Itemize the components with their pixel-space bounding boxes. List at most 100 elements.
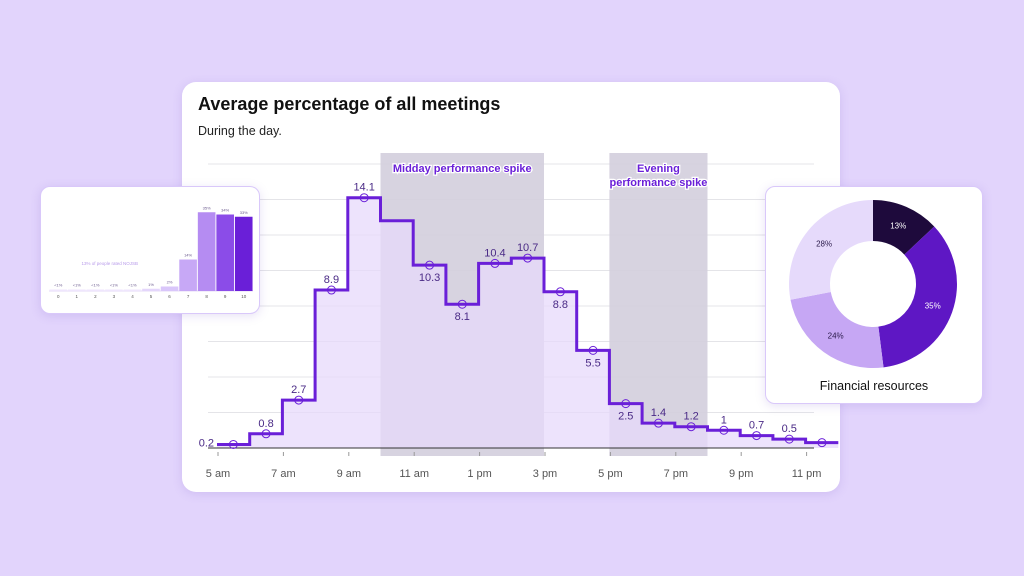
bar-chart-card: <1% 0 <1% 1 <1% 2 <1% 3 <1% 4 1% 5 2% 6 14% 7 35% 8 34% 9 33…: [40, 186, 260, 314]
x-tick-label: 7 am: [271, 468, 295, 480]
data-point: [784, 434, 794, 444]
data-label: 2.7: [291, 384, 306, 396]
data-point: [817, 438, 827, 448]
chart-title: Average percentage of all meetings: [198, 94, 501, 114]
donut-slice-label: 13%: [890, 222, 906, 231]
x-tick-label: 11 pm: [792, 468, 822, 480]
bar-category-label: 3: [113, 294, 116, 299]
data-label: 0.2: [199, 437, 214, 449]
bar-value-label: <1%: [91, 283, 100, 288]
bar-category-label: 10: [241, 294, 247, 299]
highlight-region-label: Evening performance spike: [610, 163, 708, 189]
bar-annotation: 13% of people rated NOJSB: [82, 261, 139, 266]
highlight-region-label: Midday performance spike: [393, 163, 532, 175]
bar-category-label: 9: [224, 294, 227, 299]
main-chart-card: Average percentage of all meetings Durin…: [182, 82, 840, 492]
data-point: [490, 258, 500, 268]
bar: [123, 289, 142, 291]
bar-value-label: <1%: [110, 283, 119, 288]
data-label: 0.8: [258, 418, 273, 430]
data-point: [523, 253, 533, 263]
bar: [197, 212, 216, 291]
bar-category-label: 2: [94, 294, 97, 299]
bar-value-label: 1%: [148, 282, 154, 287]
bar-category-label: 5: [150, 294, 153, 299]
data-label: 8.8: [553, 299, 568, 311]
data-label: 14.1: [353, 182, 374, 194]
bar-category-label: 6: [168, 294, 171, 299]
data-point: [457, 299, 467, 309]
bar-value-label: 34%: [221, 208, 229, 213]
data-point: [621, 399, 631, 409]
data-point: [228, 439, 238, 449]
x-tick-label: 5 am: [206, 468, 230, 480]
bar-value-label: 14%: [184, 253, 192, 258]
data-point: [653, 418, 663, 428]
x-tick-label: 1 pm: [467, 468, 491, 480]
bar: [216, 214, 234, 291]
bar-value-label: 33%: [240, 210, 248, 215]
data-label: 0.5: [782, 423, 797, 435]
bar: [86, 289, 105, 291]
data-label: 0.7: [749, 420, 764, 432]
bar: [142, 288, 160, 291]
data-point: [294, 395, 304, 405]
data-label: 1.2: [684, 411, 699, 423]
bar-value-label: 35%: [203, 205, 211, 210]
data-point: [555, 287, 565, 297]
bar: [49, 289, 68, 291]
bar: [105, 289, 123, 291]
data-label: 8.9: [324, 274, 339, 286]
x-tick-label: 7 pm: [664, 468, 688, 480]
bar: [234, 216, 253, 291]
x-tick-label: 9 am: [337, 468, 361, 480]
data-label: 10.4: [484, 247, 505, 259]
donut-slice: [790, 292, 884, 368]
data-label: 1.4: [651, 407, 666, 419]
donut-slice-label: 35%: [925, 302, 941, 311]
donut-slice: [873, 200, 935, 255]
data-label: 1: [721, 414, 727, 426]
x-tick-label: 9 pm: [729, 468, 753, 480]
bar-value-label: 2%: [167, 280, 173, 285]
bar-category-label: 0: [57, 294, 60, 299]
bar-category-label: 4: [131, 294, 134, 299]
donut-slice-label: 28%: [816, 240, 832, 249]
data-point: [261, 429, 271, 439]
x-tick-label: 3 pm: [533, 468, 557, 480]
series-line: [217, 196, 839, 446]
area-fill: [217, 197, 839, 448]
bar-value-label: <1%: [73, 283, 82, 288]
donut-slice: [789, 200, 873, 300]
bar-category-label: 1: [76, 294, 79, 299]
bar: [68, 289, 86, 291]
bar-category-label: 7: [187, 294, 190, 299]
donut-slice-label: 24%: [828, 331, 844, 340]
donut-slice: [878, 226, 957, 368]
data-label: 5.5: [585, 357, 600, 369]
bar: [160, 286, 179, 291]
data-point: [425, 260, 435, 270]
bar-category-label: 8: [205, 294, 208, 299]
data-point: [686, 422, 696, 432]
x-tick-label: 5 pm: [598, 468, 622, 480]
data-point: [326, 285, 336, 295]
x-tick-label: 11 am: [399, 468, 429, 480]
data-label: 2.5: [618, 411, 633, 423]
data-point: [719, 425, 729, 435]
bar-value-label: <1%: [54, 283, 63, 288]
donut-chart-title: Financial resources: [819, 379, 929, 393]
data-label: 8.1: [455, 311, 470, 323]
data-point: [588, 345, 598, 355]
data-point: [752, 431, 762, 441]
donut-chart-card: 13% 35% 24% 28% Financial resources: [765, 186, 983, 404]
bar-value-label: <1%: [128, 283, 137, 288]
donut-chart: 13% 35% 24% 28%: [789, 200, 957, 368]
chart-subtitle: During the day.: [198, 124, 282, 138]
data-point: [359, 193, 369, 203]
data-label: 10.3: [419, 272, 440, 284]
bar-chart: <1% 0 <1% 1 <1% 2 <1% 3 <1% 4 1% 5 2% 6 14% 7 35% 8 34% 9 33…: [49, 205, 253, 299]
data-label: 10.7: [517, 242, 538, 254]
bar: [179, 259, 197, 291]
step-line-chart: Midday performance spike Evening performan…: [199, 153, 839, 480]
